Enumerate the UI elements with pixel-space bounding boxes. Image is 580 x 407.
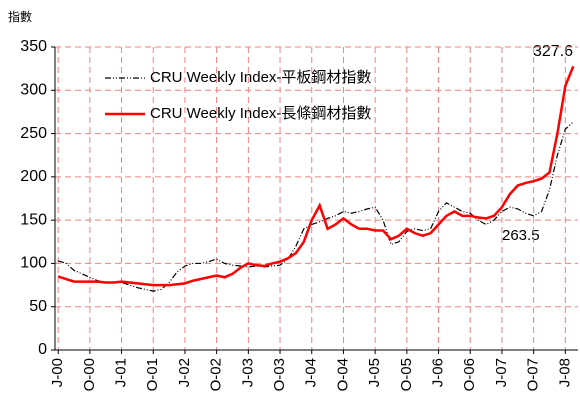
y-tick-label: 0 — [38, 341, 47, 358]
y-tick-label: 100 — [20, 255, 47, 272]
x-tick-label: J-03 — [239, 358, 256, 387]
x-tick-label: O-07 — [525, 358, 542, 391]
y-axis-label: 指數 — [8, 9, 32, 24]
annotation: 327.6 — [533, 43, 573, 60]
x-tick-label: J-04 — [303, 358, 320, 387]
x-tick-label: O-05 — [398, 358, 415, 391]
y-tick-label: 250 — [20, 125, 47, 142]
y-tick-label: 50 — [29, 298, 47, 315]
x-tick-label: O-03 — [271, 358, 288, 391]
y-tick-label: 200 — [20, 168, 47, 185]
series-line — [57, 65, 575, 287]
y-tick-label: 300 — [20, 82, 47, 99]
x-tick-label: J-06 — [430, 358, 447, 387]
x-tick-label: O-01 — [144, 358, 161, 391]
legend-label: CRU Weekly Index-平板鋼材指數 — [150, 68, 371, 86]
x-tick-label: O-00 — [81, 358, 98, 391]
x-tick-label: O-04 — [334, 358, 351, 391]
y-tick-label: 150 — [20, 211, 47, 228]
x-tick-label: O-06 — [461, 358, 478, 391]
x-tick-label: O-02 — [208, 358, 225, 391]
x-tick-label: J-02 — [176, 358, 193, 387]
x-tick-label: J-05 — [366, 358, 383, 387]
legend-label: CRU Weekly Index-長條鋼材指數 — [150, 105, 371, 122]
y-tick-label: 350 — [20, 38, 47, 55]
series-line — [57, 121, 574, 292]
x-tick-label: J-01 — [113, 358, 130, 387]
x-tick-label: J-08 — [556, 358, 573, 387]
annotation: 263.5 — [502, 227, 540, 244]
x-tick-label: J-07 — [493, 358, 510, 387]
x-tick-label: J-00 — [49, 358, 66, 387]
